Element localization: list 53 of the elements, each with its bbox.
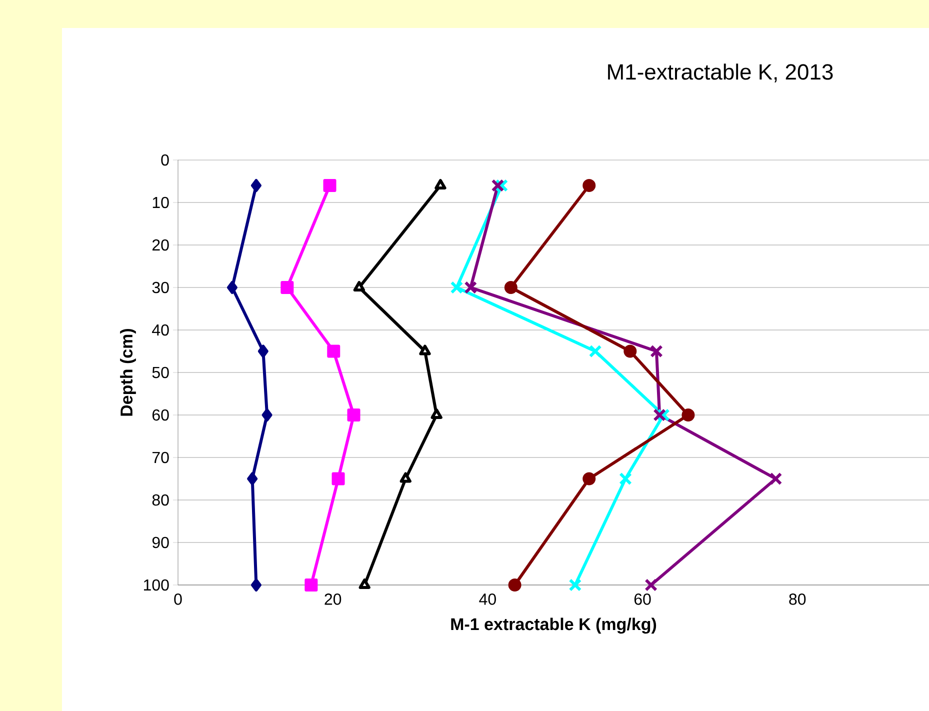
- point: [504, 280, 518, 294]
- x-tick-label: 60: [634, 594, 651, 605]
- point: [769, 472, 782, 486]
- y-axis-title: Depth (cm): [120, 328, 136, 416]
- point: [434, 178, 446, 190]
- point: [400, 472, 412, 483]
- point: [682, 408, 695, 422]
- y-tick-label: 70: [152, 452, 169, 464]
- point: [332, 472, 345, 486]
- point: [250, 578, 262, 592]
- y-tick-label: 30: [152, 282, 169, 294]
- point: [582, 178, 596, 192]
- point: [304, 578, 318, 592]
- y-tick-label: 10: [152, 196, 169, 208]
- point: [327, 344, 340, 358]
- point: [323, 178, 336, 192]
- y-tick-label: 90: [152, 536, 169, 548]
- chart-title: M1-extractable K, 2013: [608, 64, 833, 82]
- point: [262, 408, 272, 422]
- point: [353, 280, 365, 292]
- y-tick-label: 60: [152, 409, 169, 421]
- y-tick-label: 80: [152, 494, 169, 506]
- y-tick-label: 40: [152, 324, 169, 336]
- point: [653, 408, 666, 422]
- point: [430, 408, 442, 419]
- point: [247, 472, 258, 486]
- point: [450, 281, 464, 294]
- point: [258, 344, 268, 358]
- x-tick-label: 40: [479, 594, 496, 605]
- point: [464, 281, 478, 294]
- x-tick-label: 20: [324, 594, 342, 605]
- point: [624, 344, 637, 358]
- point: [644, 578, 658, 592]
- x-tick-label: 80: [789, 594, 806, 605]
- y-tick-label: 0: [161, 154, 169, 166]
- point: [650, 344, 663, 358]
- point: [588, 344, 602, 358]
- point: [250, 178, 262, 192]
- point: [582, 472, 596, 486]
- point: [358, 578, 370, 589]
- point: [491, 179, 504, 192]
- point: [419, 344, 431, 356]
- y-tick-label: 100: [144, 579, 169, 591]
- x-axis-title: M-1 extractable K (mg/kg): [451, 618, 656, 634]
- y-tick-label: 20: [152, 239, 169, 251]
- point: [226, 280, 238, 294]
- y-tick-label: 50: [152, 366, 169, 378]
- point: [347, 408, 360, 422]
- point: [619, 472, 632, 486]
- point: [568, 578, 582, 592]
- point: [280, 280, 294, 294]
- x-tick-label: 0: [174, 594, 182, 605]
- point: [508, 578, 522, 592]
